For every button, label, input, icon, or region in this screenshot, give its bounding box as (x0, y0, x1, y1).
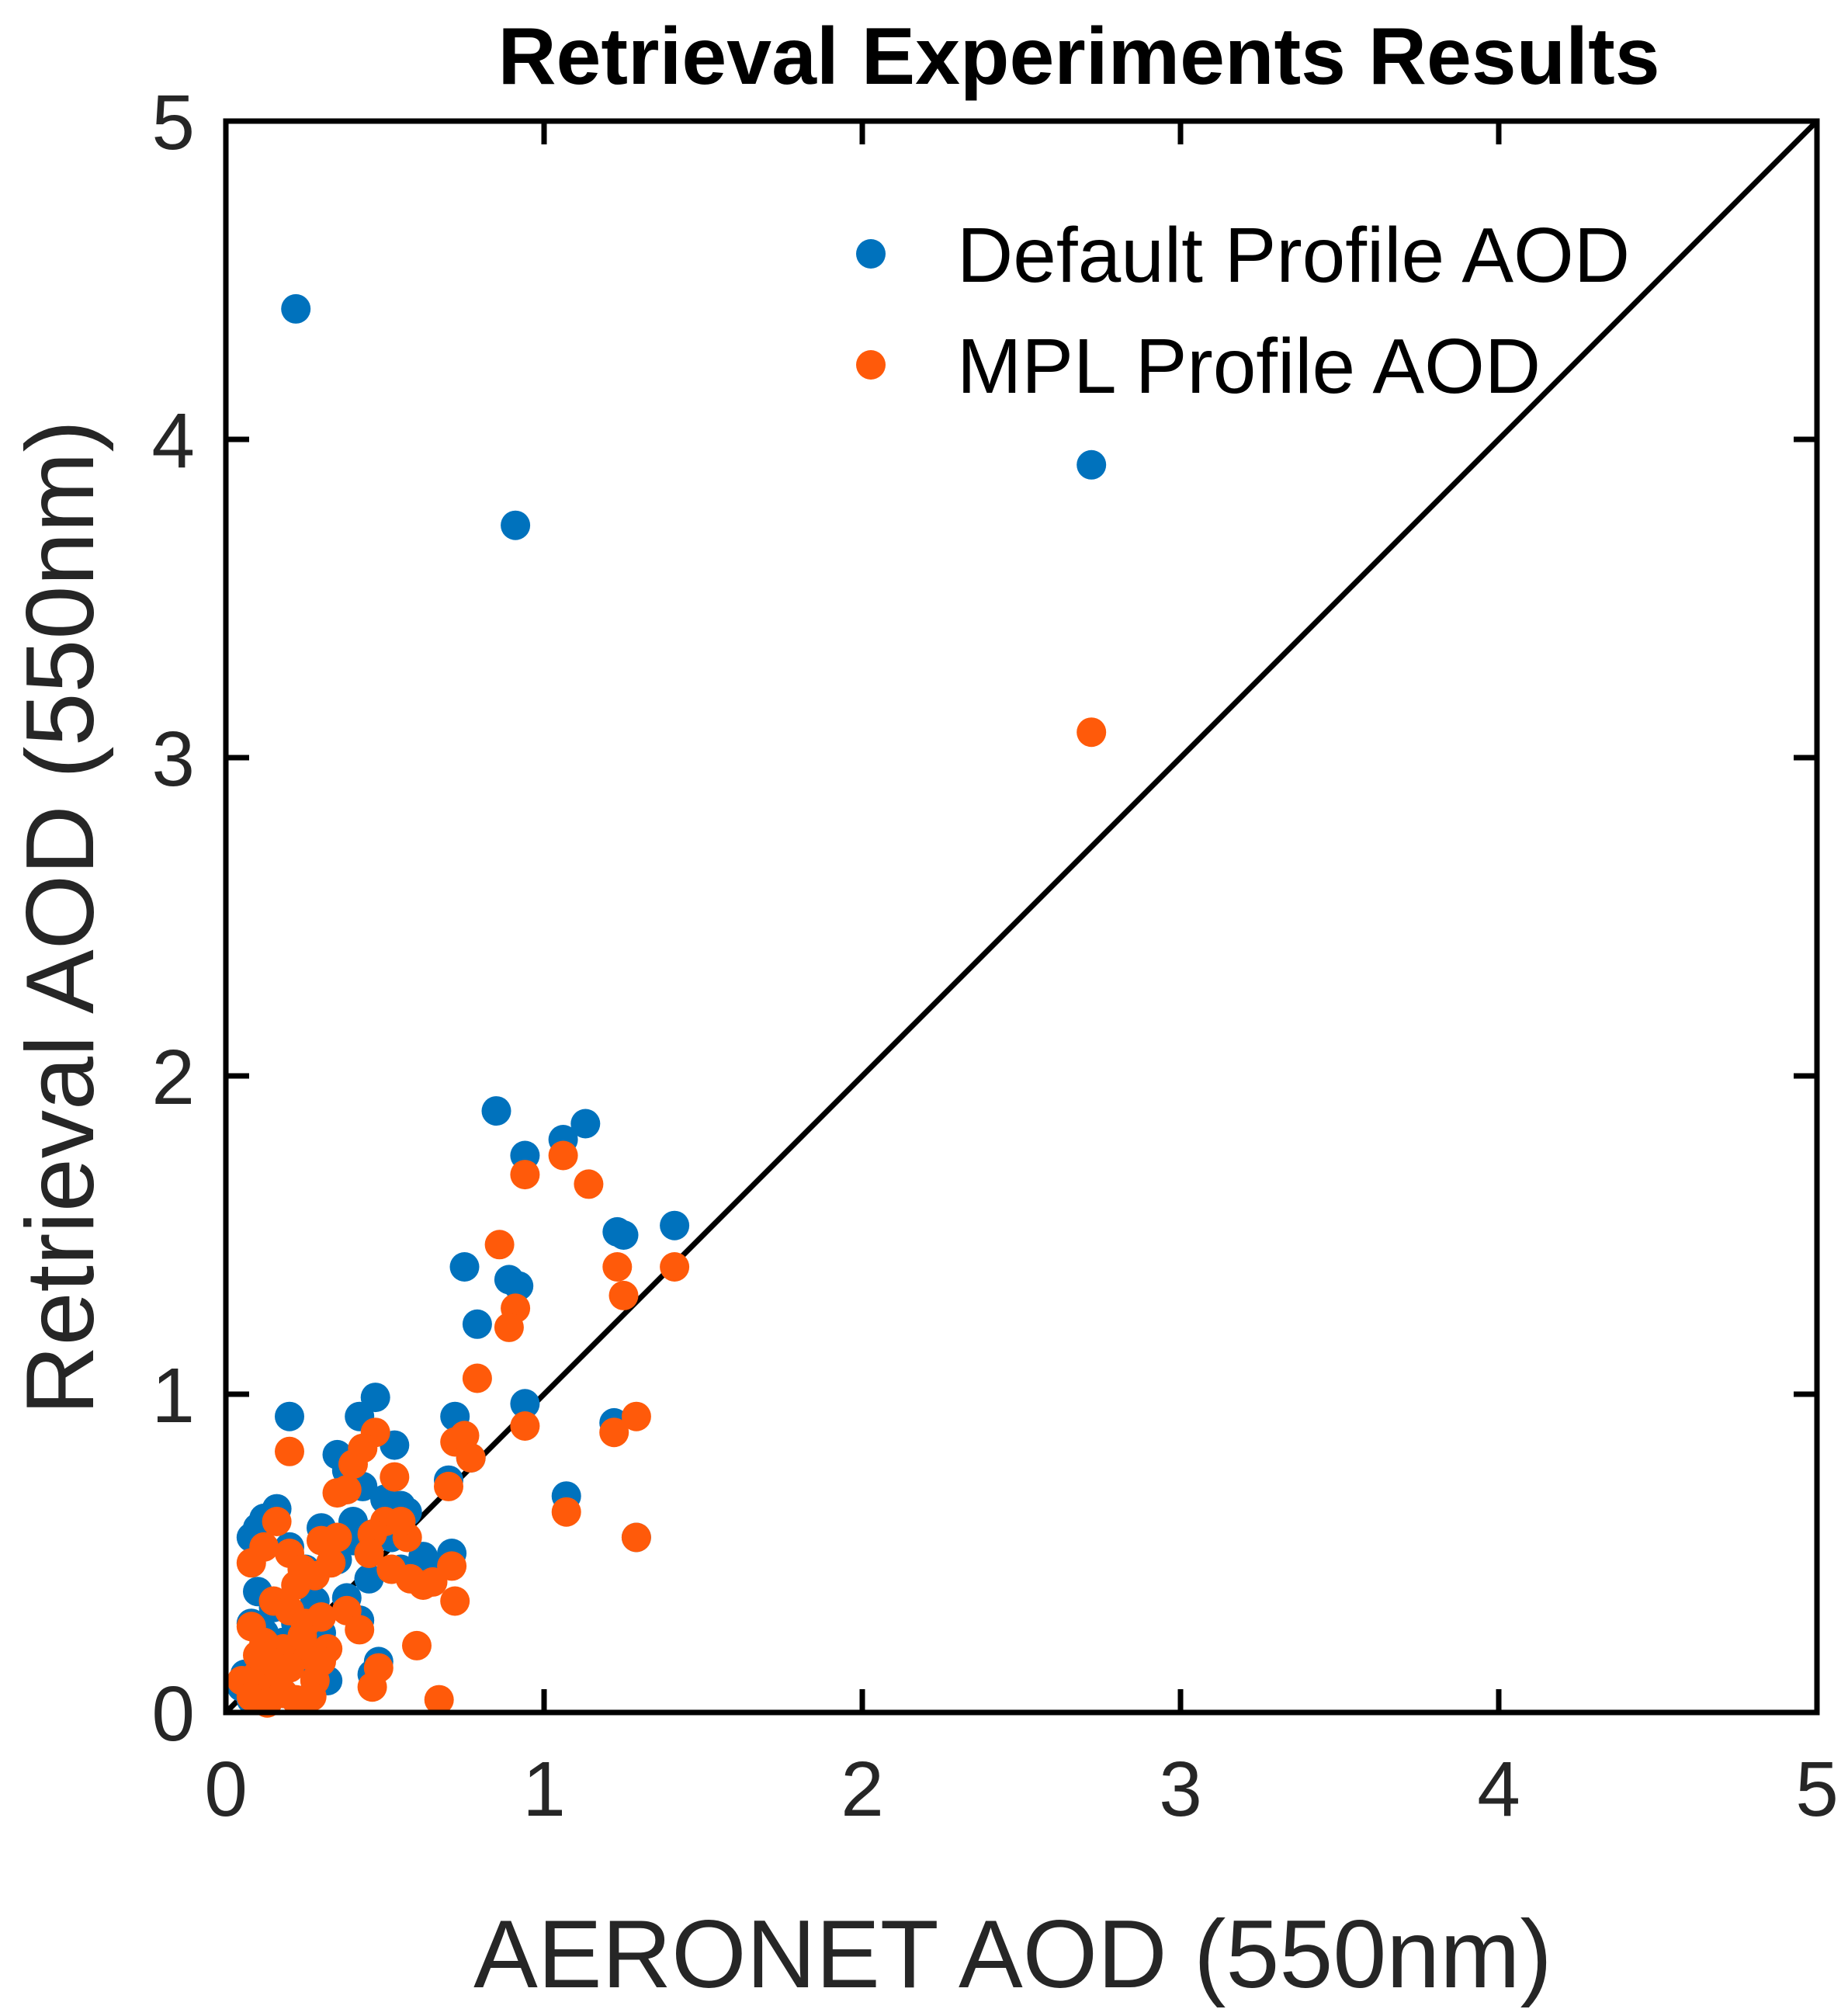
x-axis-label: AERONET AOD (550nm) (473, 1901, 1552, 2008)
default-profile-point (1077, 449, 1107, 480)
legend-marker-default-profile (856, 239, 886, 269)
series-1 (227, 717, 1107, 1718)
reference-line-1to1 (224, 119, 1819, 1715)
y-axis-tick-labels: 0 1 2 3 4 5 (151, 79, 195, 1757)
mpl-profile-point (386, 1507, 416, 1536)
reference-line-layer (224, 119, 1819, 1715)
mpl-profile-point (660, 1252, 690, 1282)
mpl-profile-point (345, 1615, 375, 1645)
x-tick-label: 0 (204, 1746, 248, 1833)
mpl-profile-point (322, 1522, 352, 1553)
mpl-profile-point (456, 1443, 486, 1473)
y-tick-label: 3 (151, 716, 195, 803)
mpl-profile-point (262, 1507, 292, 1536)
mpl-profile-point (602, 1252, 633, 1282)
x-tick-label: 5 (1795, 1746, 1839, 1833)
y-tick-label: 1 (151, 1352, 195, 1439)
mpl-profile-point (380, 1462, 410, 1492)
legend: Default Profile AOD MPL Profile AOD (856, 212, 1630, 410)
y-tick-label: 5 (151, 79, 195, 166)
mpl-profile-point (551, 1497, 581, 1527)
plot-area-frame (223, 118, 1820, 1716)
mpl-profile-point (608, 1280, 639, 1310)
mpl-profile-point (402, 1630, 432, 1660)
y-tick-label: 0 (151, 1671, 195, 1757)
legend-marker-mpl-profile (856, 350, 886, 380)
default-profile-point (275, 1401, 304, 1431)
default-profile-point (449, 1252, 480, 1282)
default-profile-point (462, 1309, 492, 1339)
mpl-profile-point (338, 1449, 368, 1480)
mpl-profile-point (275, 1436, 304, 1466)
legend-label-default-profile: Default Profile AOD (957, 212, 1630, 299)
mpl-profile-point (599, 1417, 629, 1448)
mpl-profile-point (316, 1548, 346, 1578)
mpl-profile-point (621, 1522, 651, 1553)
mpl-profile-point (236, 1548, 266, 1578)
default-profile-point (504, 1271, 534, 1301)
mpl-profile-point (357, 1672, 387, 1702)
mpl-profile-point (510, 1160, 540, 1190)
mpl-profile-point (322, 1478, 352, 1508)
mpl-profile-point (307, 1646, 336, 1677)
mpl-profile-point (484, 1230, 515, 1260)
mpl-profile-point (574, 1169, 604, 1199)
data-points-layer (227, 293, 1107, 1718)
mpl-profile-point (424, 1685, 454, 1715)
mpl-profile-point (1077, 717, 1107, 748)
mpl-profile-point (437, 1551, 467, 1581)
mpl-profile-point (548, 1140, 578, 1171)
default-profile-point (570, 1109, 601, 1139)
x-axis-tick-labels: 0 1 2 3 4 5 (204, 1746, 1839, 1833)
mpl-profile-point (354, 1539, 384, 1568)
mpl-profile-point (287, 1621, 317, 1651)
default-profile-point (608, 1220, 639, 1250)
chart-title: Retrieval Experiments Results (498, 12, 1659, 102)
default-profile-point (510, 1389, 540, 1419)
y-tick-label: 4 (151, 397, 195, 484)
mpl-profile-point (462, 1363, 492, 1393)
mpl-profile-point (243, 1640, 272, 1671)
mpl-profile-point (494, 1312, 524, 1342)
default-profile-point (281, 293, 311, 324)
mpl-profile-point (510, 1411, 540, 1441)
mpl-profile-point (621, 1401, 651, 1431)
legend-label-mpl-profile: MPL Profile AOD (957, 323, 1541, 410)
x-tick-label: 1 (522, 1746, 566, 1833)
mpl-profile-point (434, 1471, 463, 1501)
series-0 (227, 293, 1107, 1715)
mpl-profile-point (449, 1421, 480, 1451)
y-tick-label: 2 (151, 1034, 195, 1121)
default-profile-point (354, 1563, 384, 1594)
x-tick-label: 4 (1477, 1746, 1520, 1833)
x-tick-label: 3 (1159, 1746, 1202, 1833)
default-profile-point (501, 510, 531, 540)
default-profile-point (481, 1096, 511, 1126)
y-axis-label: Retrieval AOD (550nm) (7, 420, 114, 1415)
mpl-profile-point (440, 1586, 470, 1616)
default-profile-point (660, 1210, 690, 1240)
mpl-profile-point (296, 1681, 327, 1712)
mpl-profile-point (307, 1602, 336, 1632)
x-tick-label: 2 (841, 1746, 884, 1833)
axis-ticks (223, 118, 1820, 1716)
